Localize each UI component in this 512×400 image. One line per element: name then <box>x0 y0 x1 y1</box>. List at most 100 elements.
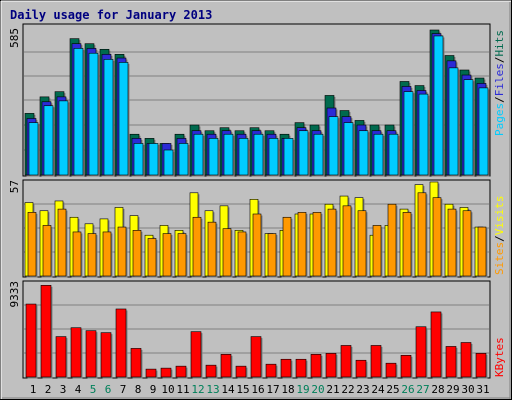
day-label-29: 29 <box>446 383 459 396</box>
legend-files: Files <box>493 63 506 96</box>
pages-bar-day-1 <box>28 122 39 176</box>
kbytes-bars <box>25 285 488 379</box>
kbytes-bar-day-25 <box>385 362 397 378</box>
sites-bar-day-4 <box>72 231 82 277</box>
day-label-1: 1 <box>30 383 37 396</box>
pages-bar-day-4 <box>73 48 84 176</box>
kbytes-bar-day-6 <box>100 332 112 378</box>
kbytes-bar-day-24 <box>370 345 382 378</box>
day-label-11: 11 <box>176 383 189 396</box>
pages-bar-day-2 <box>43 105 54 176</box>
sites-bar-day-24 <box>372 225 382 277</box>
pages-bar-day-8 <box>133 143 144 176</box>
pages-bar-day-13 <box>208 138 219 176</box>
sites-bar-day-26 <box>402 212 412 277</box>
kbytes-bar-day-5 <box>85 330 97 378</box>
sites-bar-day-15 <box>237 231 247 277</box>
sites-bar-day-23 <box>357 210 367 277</box>
pages-bar-day-19 <box>298 130 309 176</box>
pages-bar-day-16 <box>253 133 264 176</box>
sites-bar-day-14 <box>222 228 232 277</box>
sites-bar-day-30 <box>462 210 472 277</box>
kbytes-bar-day-19 <box>295 358 307 378</box>
pages-bar-day-28 <box>433 35 444 176</box>
kbytes-bar-day-28 <box>430 311 442 378</box>
day-label-8: 8 <box>135 383 142 396</box>
sites-bar-day-8 <box>132 230 142 277</box>
pages-bar-day-5 <box>88 52 99 176</box>
sites-bar-day-11 <box>177 233 187 277</box>
kbytes-bar-day-10 <box>160 367 172 378</box>
kbytes-bar-day-17 <box>265 363 277 378</box>
kbytes-bar-day-3 <box>55 336 67 378</box>
pages-bar-day-12 <box>193 133 204 176</box>
pages-bar-day-9 <box>148 143 159 176</box>
pages-bar-day-21 <box>328 116 339 176</box>
kbytes-bar-day-4 <box>70 327 82 378</box>
legend-kbytes: KBytes <box>493 337 506 377</box>
pages-bar-day-10 <box>163 149 174 176</box>
day-label-26: 26 <box>401 383 414 396</box>
sites-bar-day-6 <box>102 231 112 277</box>
sites-bar-day-21 <box>327 208 337 277</box>
kbytes-bar-day-2 <box>40 285 52 378</box>
kbytes-bar-day-31 <box>475 353 487 378</box>
sites-bar-day-3 <box>57 208 67 277</box>
pages-bar-day-26 <box>403 91 414 176</box>
legend-sites-visits: Sites/Visits <box>493 196 506 276</box>
pages-bar-day-24 <box>373 133 384 176</box>
day-label-16: 16 <box>251 383 264 396</box>
sites-bar-day-17 <box>267 233 277 277</box>
day-label-25: 25 <box>386 383 399 396</box>
kbytes-bar-day-20 <box>310 354 322 378</box>
pages-bar-day-27 <box>418 93 429 176</box>
kbytes-bar-day-26 <box>400 355 412 378</box>
day-label-17: 17 <box>266 383 279 396</box>
sites-bar-day-25 <box>387 203 397 277</box>
sites-bar-day-9 <box>147 238 157 277</box>
day-label-4: 4 <box>75 383 82 396</box>
day-label-20: 20 <box>311 383 324 396</box>
kbytes-bar-day-1 <box>25 303 37 378</box>
day-label-24: 24 <box>371 383 385 396</box>
pages-bar-day-30 <box>463 79 474 176</box>
kbytes-bar-day-23 <box>355 359 367 378</box>
day-label-28: 28 <box>431 383 444 396</box>
day-label-14: 14 <box>221 383 235 396</box>
sites-bar-day-16 <box>252 213 262 277</box>
pages-bar-day-3 <box>58 100 69 176</box>
day-label-3: 3 <box>60 383 67 396</box>
sites-visits-bars <box>24 181 488 278</box>
pages-bar-day-15 <box>238 138 249 176</box>
kbytes-bar-day-8 <box>130 348 142 378</box>
kbytes-bar-day-27 <box>415 326 427 378</box>
kbytes-bar-day-14 <box>220 354 232 378</box>
pages-bar-day-31 <box>478 87 489 176</box>
legend-sites: Sites <box>493 242 506 275</box>
day-label-15: 15 <box>236 383 249 396</box>
sites-bar-day-31 <box>477 226 487 277</box>
hits-y-max-label: 585 <box>8 28 21 48</box>
legend-hits: Hits <box>493 30 506 57</box>
sites-bar-day-20 <box>312 212 322 277</box>
day-label-6: 6 <box>105 383 112 396</box>
pages-bar-day-7 <box>118 62 129 176</box>
day-label-7: 7 <box>120 383 127 396</box>
pages-bar-day-25 <box>388 133 399 176</box>
sites-bar-day-29 <box>447 208 457 277</box>
pages-bar-day-6 <box>103 59 114 176</box>
sites-bar-day-10 <box>162 233 172 277</box>
day-label-18: 18 <box>281 383 294 396</box>
kbytes-bar-day-13 <box>205 364 217 378</box>
kbytes-bar-day-21 <box>325 353 337 378</box>
sites-bar-day-13 <box>207 221 217 277</box>
sites-bar-day-5 <box>87 233 97 277</box>
day-label-2: 2 <box>45 383 52 396</box>
kbytes-bar-day-11 <box>175 365 187 378</box>
sites-bar-day-2 <box>42 225 52 277</box>
kbytes-bar-day-29 <box>445 346 457 378</box>
day-label-19: 19 <box>296 383 309 396</box>
sites-bar-day-12 <box>192 216 202 277</box>
pages-bar-day-18 <box>283 138 294 176</box>
kbytes-bar-day-16 <box>250 336 262 378</box>
